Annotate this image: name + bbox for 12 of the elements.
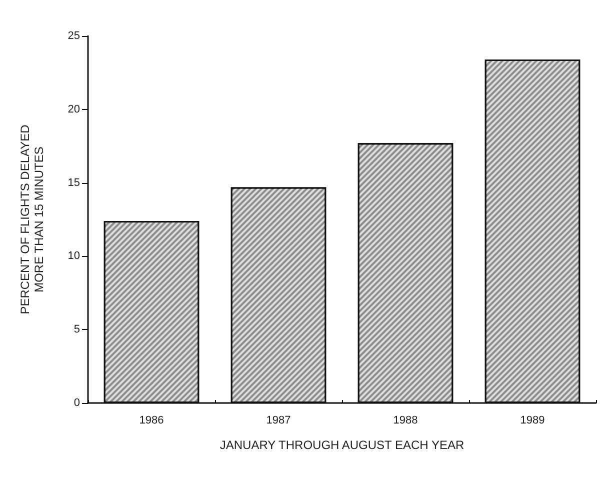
y-tick-label: 0 [74, 397, 80, 409]
x-tick-label: 1988 [393, 414, 418, 426]
y-axis-title: PERCENT OF FLIGHTS DELAYED MORE THAN 15 MINUTES [18, 124, 46, 314]
y-tick-label: 20 [68, 103, 80, 116]
x-tick-label: 1989 [520, 414, 545, 426]
y-tick-label: 25 [68, 30, 80, 42]
x-tick-label: 1987 [266, 414, 291, 426]
y-tick-label: 10 [68, 250, 80, 262]
y-tick-label: 15 [68, 176, 80, 189]
y-tick-label: 5 [74, 324, 80, 336]
x-axis-title: JANUARY THROUGH AUGUST EACH YEAR [220, 438, 464, 452]
x-tick-label: 1986 [139, 414, 164, 426]
